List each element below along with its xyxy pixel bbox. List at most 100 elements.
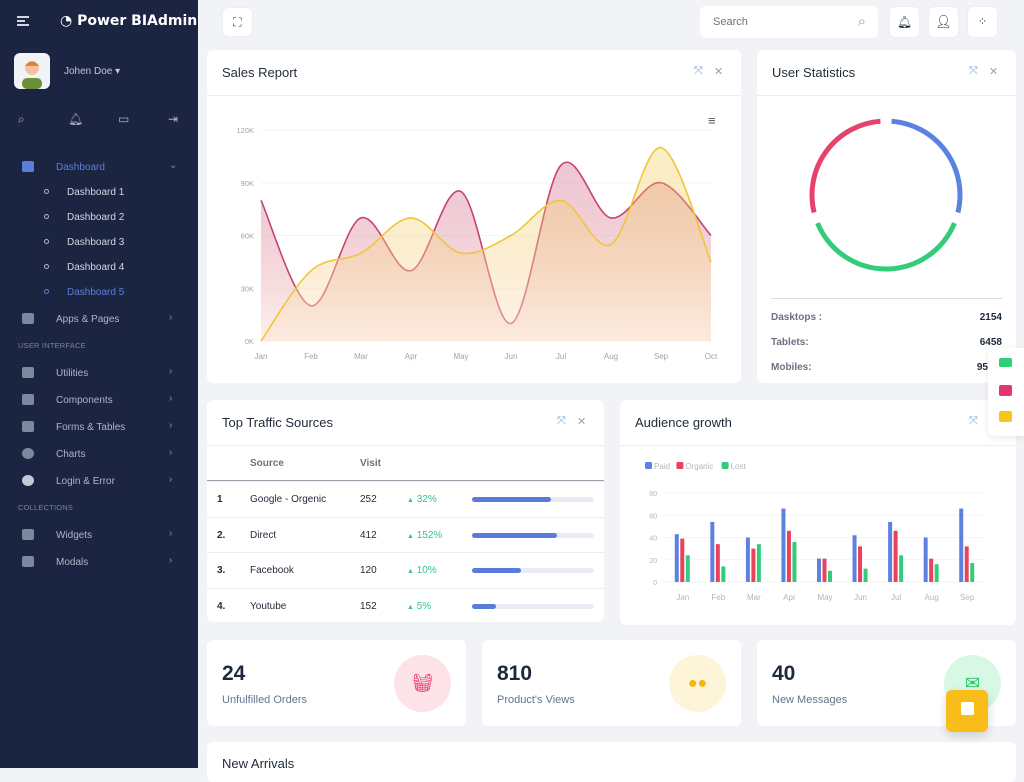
layers-icon[interactable]	[999, 411, 1012, 422]
progress-bar	[472, 497, 594, 502]
x-tick-label: Apr	[405, 352, 418, 361]
card-title: Audience growth	[635, 415, 732, 430]
sidebar-item-widgets[interactable]: Widgets ›	[0, 527, 198, 547]
dot-icon	[44, 189, 49, 194]
search-icon[interactable]: ⌕	[857, 13, 866, 30]
bar-organic	[680, 538, 685, 582]
row-number: 3.	[217, 565, 226, 576]
label: Dashboard 3	[67, 237, 125, 248]
bar-organic	[964, 546, 969, 582]
chat-fab-button[interactable]	[946, 690, 988, 732]
bar-organic	[893, 530, 898, 582]
label: Dashboard 2	[67, 212, 125, 223]
y-tick-label: 30K	[241, 284, 254, 293]
brand-logo[interactable]: ◔ Power BIAdmin	[60, 13, 198, 29]
stat-label: Unfulfilled Orders	[222, 694, 307, 706]
stat-card-messages: 40 New Messages ✉	[757, 640, 1016, 726]
x-tick-label: Apr	[783, 593, 796, 602]
arrow-up-icon: ▲	[407, 568, 414, 575]
label: Dasktops :	[771, 312, 823, 323]
bar-lost	[756, 544, 761, 582]
bar-organic	[786, 530, 791, 582]
profile-button[interactable]: 👤︎	[928, 6, 959, 38]
dot-icon	[44, 289, 49, 294]
sidebar-item-dashboard-1[interactable]: Dashboard 1	[0, 184, 198, 202]
column-header-source: Source	[250, 458, 284, 469]
sidebar-item-utilities[interactable]: Utilities ›	[0, 365, 198, 385]
search-input[interactable]: Search ⌕	[700, 6, 878, 38]
stat-card-views: 810 Product's Views ●●	[482, 640, 741, 726]
sidebar-item-dashboard-3[interactable]: Dashboard 3	[0, 234, 198, 252]
basket-icon: 🧺︎	[394, 655, 451, 712]
grid-icon	[22, 313, 34, 324]
sidebar-item-dashboard-5[interactable]: Dashboard 5	[0, 284, 198, 302]
donut-segment	[815, 222, 957, 272]
bar-lost	[685, 555, 690, 582]
notifications-button[interactable]: 🔔︎	[889, 6, 920, 38]
search-icon[interactable]: ⌕	[18, 112, 25, 126]
pie-chart-icon	[22, 448, 34, 459]
progress-bar	[472, 603, 594, 609]
audience-bar-chart: 0 20 40 60 80 Jan Feb Mar Apr May Jun Jul Aug Sep Paid…	[645, 462, 985, 602]
x-tick-label: Feb	[711, 593, 725, 602]
expand-icon[interactable]: ⤧	[969, 65, 978, 77]
fullscreen-button[interactable]: ⛶	[222, 7, 253, 37]
donut-segment	[891, 118, 963, 214]
x-tick-label: Aug	[925, 593, 939, 602]
x-tick-label: Feb	[304, 352, 318, 361]
close-icon[interactable]: ✕	[714, 66, 724, 78]
bell-icon[interactable]: 🔔︎	[68, 112, 84, 126]
bar-paid	[674, 534, 679, 582]
sidebar-item-forms-tables[interactable]: Forms & Tables ›	[0, 419, 198, 439]
sidebar-item-login-error[interactable]: Login & Error ›	[0, 473, 198, 493]
settings-button[interactable]: ⁘	[967, 6, 998, 38]
sidebar-item-dashboard[interactable]: Dashboard ⌄	[0, 159, 198, 179]
chevron-down-icon: ⌄	[169, 160, 178, 171]
label: Utilities	[56, 368, 89, 379]
chevron-right-icon: ›	[169, 393, 173, 404]
legend-swatch	[721, 462, 729, 469]
bar-paid	[817, 558, 821, 582]
close-icon[interactable]: ✕	[577, 416, 587, 428]
sidebar-item-charts[interactable]: Charts ›	[0, 446, 198, 466]
expand-icon[interactable]: ⤧	[557, 415, 566, 427]
user-menu[interactable]: Johen Doe ▾	[64, 66, 121, 77]
sidebar-item-dashboard-2[interactable]: Dashboard 2	[0, 209, 198, 227]
stat-label: New Messages	[772, 694, 848, 706]
bar-lost	[828, 570, 832, 582]
label: Charts	[56, 449, 86, 460]
logout-icon[interactable]: ⇥	[168, 112, 179, 126]
bar-organic	[858, 546, 863, 582]
section-label: COLLECTIONS	[18, 503, 74, 512]
chat-icon[interactable]: ▭	[118, 112, 130, 126]
avatar[interactable]	[14, 53, 50, 89]
expand-icon[interactable]: ⤧	[969, 415, 978, 427]
label: Dashboard 1	[67, 187, 125, 198]
bar-lost	[899, 555, 904, 582]
menu-toggle-icon[interactable]	[17, 16, 29, 28]
label: Dashboard 5	[67, 287, 125, 298]
expand-icon[interactable]: ⤧	[694, 65, 703, 77]
bell-icon: 🔔︎	[896, 15, 913, 29]
lock-icon	[22, 475, 34, 486]
row-number: 1	[217, 494, 223, 505]
series-line	[260, 146, 712, 342]
label: Login & Error	[56, 476, 115, 487]
chevron-right-icon: ›	[169, 555, 173, 566]
new-arrivals-card: New Arrivals	[207, 742, 1016, 782]
money-icon[interactable]	[999, 358, 1012, 367]
bar-paid	[923, 537, 928, 582]
sidebar-item-dashboard-4[interactable]: Dashboard 4	[0, 259, 198, 277]
card-title: User Statistics	[772, 65, 856, 80]
sidebar-item-modals[interactable]: Modals ›	[0, 554, 198, 574]
sales-report-card: Sales Report ⤧ ✕ ≡ 0K 30K 60K 90K 120K Jan Feb…	[207, 50, 741, 383]
close-icon[interactable]: ✕	[989, 66, 999, 78]
card-title: Sales Report	[222, 65, 298, 80]
chart-menu-icon[interactable]: ≡	[708, 113, 716, 128]
table-row: 4. Youtube 152 ▲ 5%	[207, 587, 604, 623]
image-icon[interactable]	[999, 385, 1012, 396]
sidebar-item-apps[interactable]: Apps & Pages ›	[0, 311, 198, 331]
sales-chart: 0K 30K 60K 90K 120K Jan Feb Mar Apr May Jun Jul Aug S…	[236, 126, 718, 361]
sidebar-item-components[interactable]: Components ›	[0, 392, 198, 412]
change: ▲ 32%	[407, 494, 437, 505]
